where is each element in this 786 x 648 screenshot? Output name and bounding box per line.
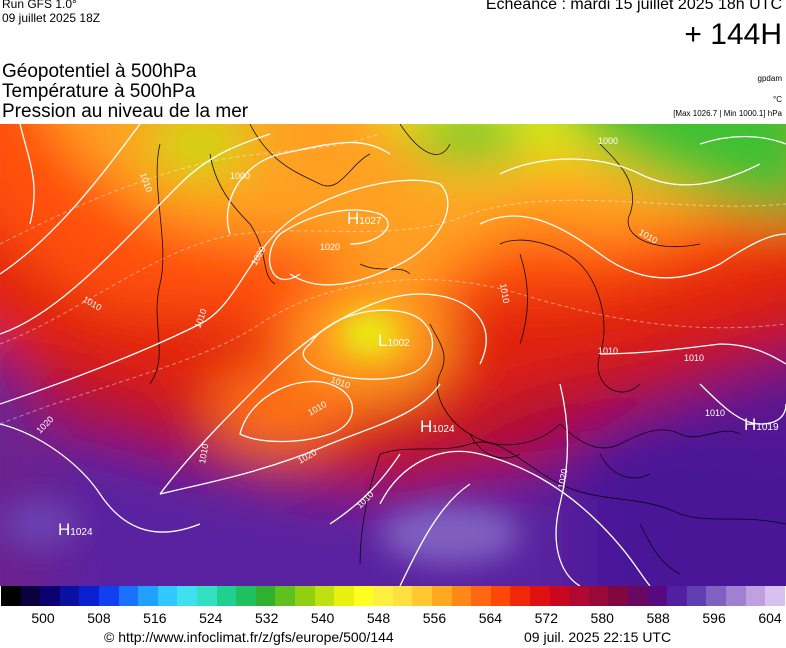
- scale-tick-label: 572: [534, 610, 558, 626]
- isobar-label: 1010: [684, 353, 704, 363]
- scale-swatch: [1, 586, 21, 606]
- scale-swatch: [177, 586, 197, 606]
- scale-swatch: [725, 586, 746, 606]
- scale-tick-label: 516: [143, 610, 167, 626]
- highlight-field: [0, 312, 520, 564]
- pressure-center: H1024: [58, 520, 93, 539]
- forecast-validity: Echéance : mardi 15 juillet 2025 18h UTC: [485, 0, 782, 13]
- scale-tick-label: 524: [199, 610, 223, 626]
- scale-tick-label: 596: [702, 610, 726, 626]
- unit-pressure-range: [Max 1026.7 | Min 1000.1] hPa: [673, 109, 782, 118]
- scale-swatch: [216, 586, 237, 606]
- pressure-center: H1027: [347, 209, 382, 228]
- scale-swatch: [510, 586, 531, 606]
- scale-swatch: [138, 586, 158, 606]
- scale-swatch: [294, 586, 315, 606]
- scale-swatch: [59, 586, 80, 606]
- credit-link[interactable]: © http://www.infoclimat.fr/z/gfs/europe/…: [104, 629, 394, 645]
- color-scale-ticks: 500 508 516 524 532 540 548 556 564 572 580 588 596 6…: [0, 610, 786, 628]
- scale-swatch: [706, 586, 726, 606]
- scale-swatch: [79, 586, 99, 606]
- scale-swatch: [432, 586, 452, 606]
- isobar-label: 1010: [498, 283, 511, 304]
- scale-swatch: [98, 586, 119, 606]
- scale-swatch: [236, 586, 256, 606]
- pressure-centers: H1027 L1002 H1024 H1019 H1024: [58, 209, 779, 539]
- title-geopotential: Géopotentiel à 500hPa: [2, 61, 197, 82]
- scale-tick-label: 500: [31, 610, 55, 626]
- scale-swatch: [588, 586, 609, 606]
- isobar-label: 1000: [598, 136, 618, 146]
- scale-tick-label: 564: [478, 610, 503, 626]
- scale-tick-label: 532: [255, 610, 279, 626]
- unit-celsius: °C: [773, 95, 782, 104]
- forecast-hour: + 144H: [684, 18, 782, 51]
- scale-swatch: [334, 586, 354, 606]
- scale-swatch: [196, 586, 217, 606]
- scale-swatch: [353, 586, 374, 606]
- isobar-label: 1020: [556, 468, 569, 489]
- scale-swatch: [745, 586, 766, 606]
- scale-tick-label: 540: [310, 610, 335, 626]
- scale-swatch: [667, 586, 687, 606]
- scale-swatch: [373, 586, 393, 606]
- scale-swatch: [275, 586, 295, 606]
- scale-swatch: [569, 586, 589, 606]
- run-date: 09 juillet 2025 18Z: [2, 11, 101, 25]
- pressure-center: H1024: [420, 417, 455, 436]
- scale-swatch: [255, 586, 276, 606]
- scale-swatch: [471, 586, 491, 606]
- run-label: Run GFS 1.0°: [2, 0, 77, 11]
- unit-gpdam: gpdam: [757, 74, 782, 83]
- title-temperature: Température à 500hPa: [2, 81, 196, 102]
- scale-swatch: [765, 586, 785, 606]
- scale-swatch: [647, 586, 668, 606]
- isobar-label: 1000: [230, 171, 250, 181]
- scale-tick-label: 580: [590, 610, 614, 626]
- scale-swatch: [157, 586, 178, 606]
- scale-tick-label: 588: [646, 610, 670, 626]
- title-pressure: Pression au niveau de la mer: [2, 101, 249, 122]
- isobar-label: 1010: [705, 408, 725, 418]
- pressure-center: L1002: [378, 331, 410, 350]
- scale-swatch: [608, 586, 628, 606]
- pressure-center: H1019: [744, 415, 779, 434]
- scale-tick-label: 548: [366, 610, 391, 626]
- scale-swatch: [392, 586, 413, 606]
- scale-swatch: [314, 586, 335, 606]
- weather-map[interactable]: H1027 L1002 H1024 H1019 H1024 1010 1020 …: [0, 124, 786, 586]
- isobar-label: 1020: [320, 242, 340, 252]
- scale-tick-label: 604: [758, 610, 782, 626]
- isobars-mslp: [0, 124, 786, 586]
- scale-swatch: [40, 586, 60, 606]
- isobar-labels: 1010 1020 1000 1010 1010 1020 1010 1010 …: [34, 136, 725, 510]
- scale-tick-label: 508: [87, 610, 111, 626]
- scale-swatch: [412, 586, 433, 606]
- temperature-field: [0, 124, 786, 586]
- isobar-label: 1010: [197, 443, 210, 464]
- generation-timestamp: 09 juil. 2025 22:15 UTC: [524, 629, 672, 645]
- scale-swatch: [549, 586, 570, 606]
- isobar-label: 1010: [598, 346, 618, 356]
- coastlines: [149, 124, 786, 575]
- scale-swatch: [628, 586, 648, 606]
- isolines-500hpa: [0, 133, 786, 425]
- scale-tick-label: 556: [422, 610, 447, 626]
- scale-swatch: [20, 586, 41, 606]
- scale-swatch: [530, 586, 550, 606]
- scale-swatch: [490, 586, 511, 606]
- scale-swatch: [118, 586, 139, 606]
- scale-swatch: [451, 586, 472, 606]
- scale-swatch: [686, 586, 707, 606]
- color-scale: [1, 586, 785, 606]
